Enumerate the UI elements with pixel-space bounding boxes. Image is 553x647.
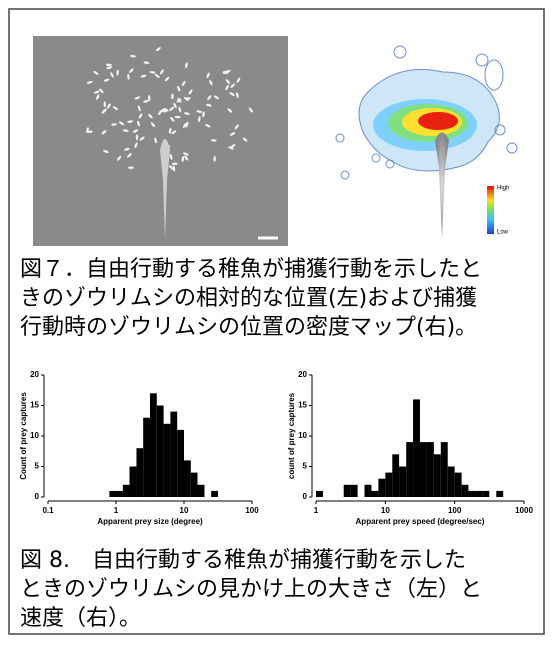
bar bbox=[109, 491, 116, 497]
bar bbox=[482, 491, 489, 497]
legend-low: Low bbox=[497, 230, 509, 236]
bar bbox=[316, 491, 323, 497]
caption-line: 速度（右）。 bbox=[20, 606, 141, 631]
y-axis-label: Count of prey captures bbox=[19, 392, 28, 480]
bar bbox=[496, 491, 503, 497]
caption-line: 行動時のゾウリムシの位置の密度マップ(右)。 bbox=[20, 315, 477, 340]
y-axis-label: count of prey captures bbox=[287, 392, 296, 479]
y-tick-label: 0 bbox=[35, 492, 40, 501]
bar bbox=[191, 473, 198, 497]
x-tick-label: 0.1 bbox=[42, 506, 54, 515]
bar bbox=[427, 442, 434, 497]
bar bbox=[211, 491, 218, 497]
caption-line: 図７．自由行動する稚魚が捕獲行動を示したと bbox=[20, 257, 482, 282]
bar bbox=[143, 418, 150, 497]
bar bbox=[468, 491, 475, 497]
y-tick-label: 5 bbox=[303, 462, 308, 471]
caption-line: 図 8. 自由行動する稚魚が捕獲行動を示した bbox=[20, 548, 466, 573]
bar bbox=[123, 485, 130, 497]
bar bbox=[351, 485, 358, 497]
bar bbox=[385, 473, 392, 497]
bar bbox=[344, 485, 351, 497]
y-tick-label: 20 bbox=[30, 370, 39, 379]
bar bbox=[476, 491, 483, 497]
x-tick-label: 100 bbox=[245, 506, 259, 515]
bar bbox=[448, 467, 455, 498]
bar bbox=[116, 491, 123, 497]
caption-line: きのゾウリムシの相対的な位置(左)および捕獲 bbox=[20, 286, 477, 311]
bar bbox=[399, 467, 406, 498]
bar bbox=[420, 442, 427, 497]
bar bbox=[455, 473, 462, 497]
x-axis-label: Apparent prey size (degree) bbox=[97, 517, 203, 526]
bar bbox=[170, 412, 177, 497]
y-tick-label: 0 bbox=[303, 492, 308, 501]
bar bbox=[150, 393, 157, 497]
x-tick-label: 10 bbox=[381, 506, 390, 515]
bar bbox=[164, 424, 171, 497]
x-tick-label: 1 bbox=[314, 506, 319, 515]
page: High Low 図７．自由行動する稚魚が捕獲行動を示したときのゾウリムシの相対… bbox=[0, 0, 553, 643]
y-tick-label: 5 bbox=[35, 462, 40, 471]
bar bbox=[406, 442, 413, 497]
document: High Low 図７．自由行動する稚魚が捕獲行動を示したときのゾウリムシの相対… bbox=[0, 0, 553, 643]
bar bbox=[462, 485, 469, 497]
bar bbox=[157, 406, 164, 498]
x-axis-label: Apparent prey speed (degree/sec) bbox=[356, 517, 485, 526]
bar bbox=[177, 430, 184, 497]
y-tick-label: 15 bbox=[30, 401, 39, 410]
bar bbox=[413, 399, 420, 497]
heatmap bbox=[336, 46, 517, 240]
bar bbox=[184, 460, 191, 497]
bar bbox=[365, 485, 372, 497]
bar bbox=[136, 448, 143, 497]
y-tick-label: 10 bbox=[298, 431, 307, 440]
y-tick-label: 10 bbox=[30, 431, 39, 440]
bar bbox=[441, 442, 448, 497]
bar bbox=[392, 454, 399, 497]
x-tick-label: 100 bbox=[448, 506, 462, 515]
legend-high: High bbox=[497, 186, 509, 192]
bar bbox=[434, 454, 441, 497]
caption-line: ときのゾウリムシの見かけ上の大きさ（左）と bbox=[20, 577, 482, 602]
bar bbox=[371, 491, 378, 497]
x-tick-label: 1 bbox=[114, 506, 119, 515]
x-tick-label: 10 bbox=[180, 506, 189, 515]
bar bbox=[378, 479, 385, 497]
y-tick-label: 15 bbox=[298, 401, 307, 410]
x-tick-label: 1000 bbox=[515, 506, 533, 515]
bar bbox=[198, 485, 205, 497]
bar bbox=[130, 467, 137, 498]
photo bbox=[33, 36, 288, 246]
y-tick-label: 20 bbox=[298, 370, 307, 379]
